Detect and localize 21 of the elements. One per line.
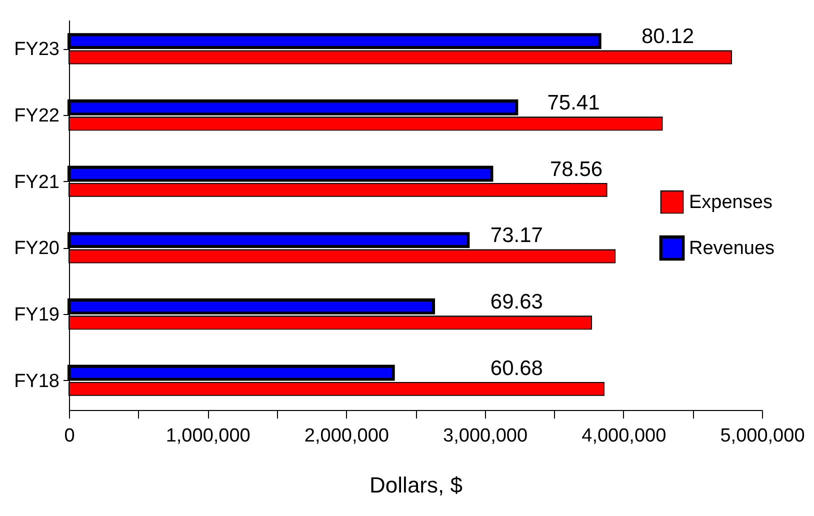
y-tick-label: FY20 <box>14 238 60 260</box>
annotation: 69.63 <box>490 290 543 314</box>
y-tick-label: FY23 <box>14 39 60 60</box>
y-tick-label: FY18 <box>14 370 60 392</box>
legend-label: Revenues <box>689 238 775 259</box>
x-tick-label: 2,000,000 <box>304 426 389 446</box>
y-tick-label: FY22 <box>14 106 60 127</box>
annotation: 80.12 <box>641 25 694 48</box>
x-tick-label: 0 <box>64 426 75 446</box>
y-tick-label: FY19 <box>14 304 60 326</box>
x-tick-label: 3,000,000 <box>443 426 528 446</box>
x-tick-label: 5,000,000 <box>720 426 805 446</box>
annotation: 73.17 <box>490 224 543 248</box>
annotation: 78.56 <box>550 158 603 181</box>
y-tick-label: FY21 <box>14 172 60 193</box>
x-tick-label: 4,000,000 <box>582 426 666 446</box>
legend-label: Expenses <box>689 192 772 213</box>
annotation: 75.41 <box>547 92 600 115</box>
x-axis-title: Dollars, $ <box>370 472 462 498</box>
annotation: 60.68 <box>490 356 543 380</box>
x-tick-label: 1,000,000 <box>166 426 250 446</box>
